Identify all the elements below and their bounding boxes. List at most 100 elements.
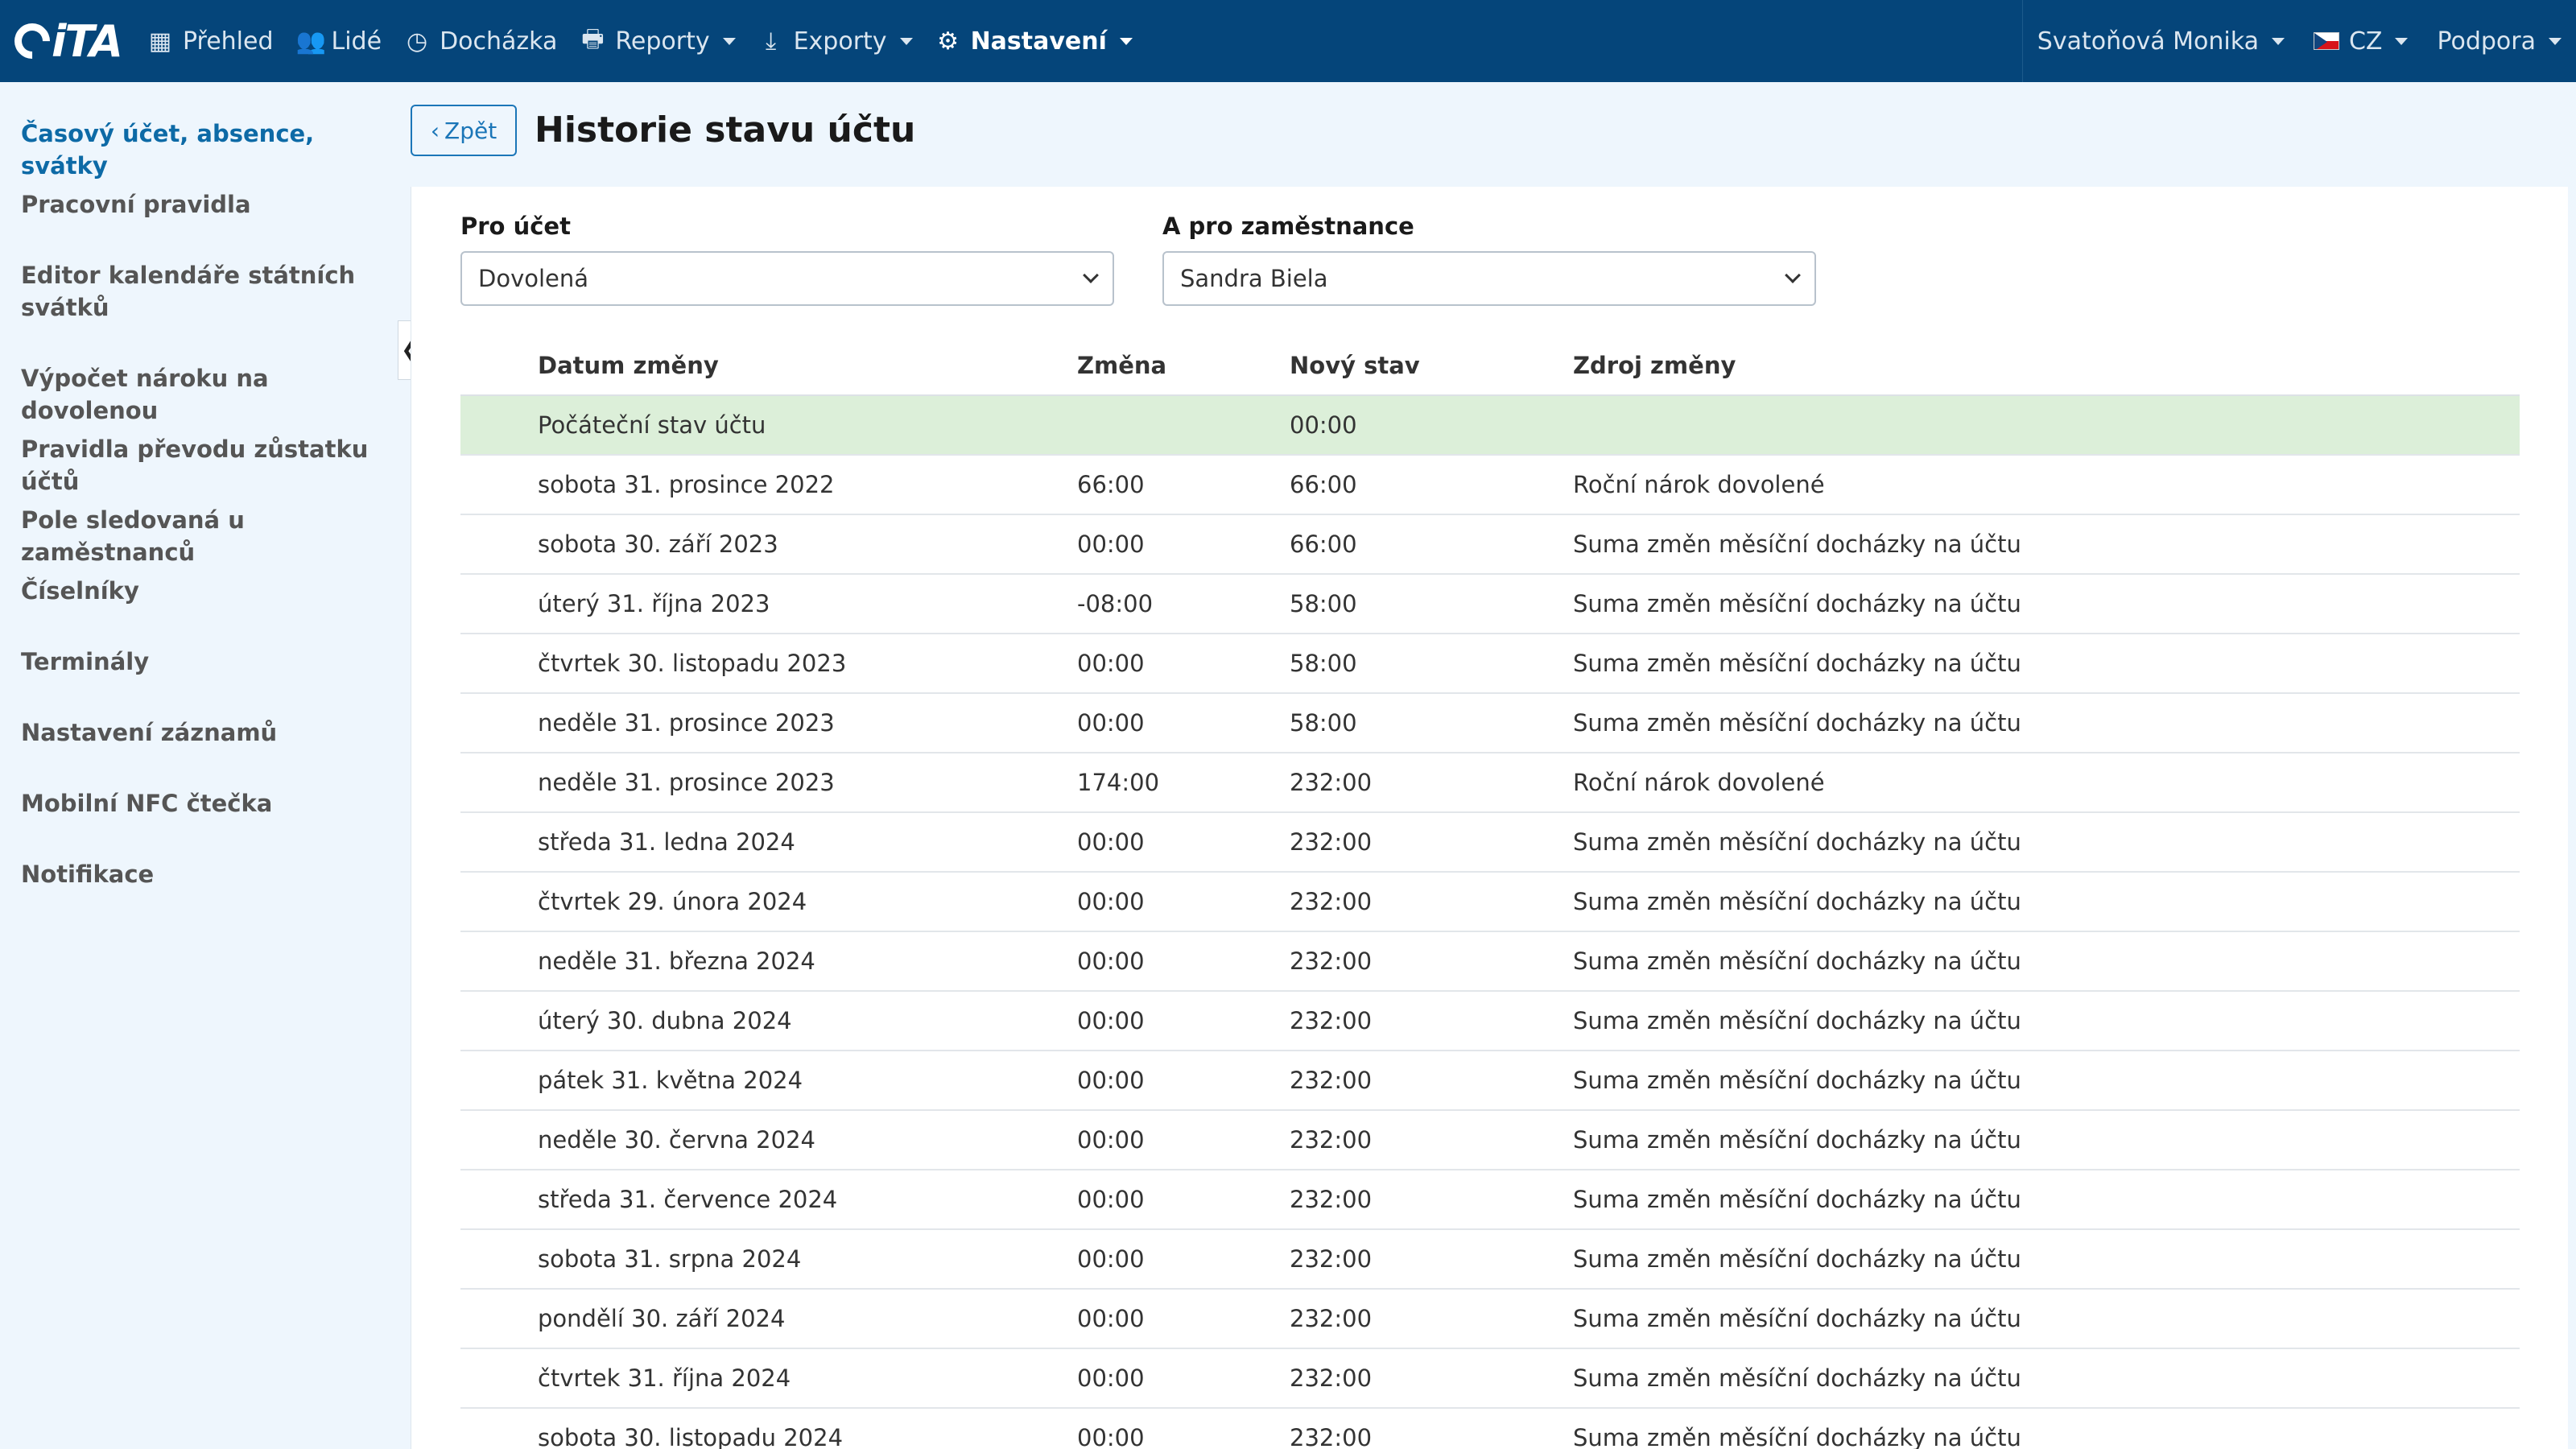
sidebar-item-nfc-reader[interactable]: Mobilní NFC čtečka bbox=[21, 790, 273, 817]
nav-dochazka[interactable]: ◷ Docházka bbox=[393, 0, 568, 82]
table-row: sobota 31. srpna 2024 00:00 232:00 Suma změ… bbox=[460, 1230, 2520, 1290]
cell-source: Suma změn měsíční docházky na účtu bbox=[1573, 590, 2021, 617]
sidebar-item-time-account[interactable]: Časový účet, absence, svátky bbox=[21, 120, 315, 180]
cell-new-state: 232:00 bbox=[1290, 1126, 1373, 1154]
table-row: středa 31. července 2024 00:00 232:00 Suma … bbox=[460, 1170, 2520, 1230]
cell-source: Suma změn měsíční docházky na účtu bbox=[1573, 1364, 2021, 1392]
cell-source: Suma změn měsíční docházky na účtu bbox=[1573, 1067, 2021, 1094]
back-button-label: Zpět bbox=[444, 117, 497, 144]
language-menu[interactable]: CZ bbox=[2299, 0, 2423, 82]
account-select[interactable]: Dovolená bbox=[460, 251, 1114, 306]
cell-new-state: 232:00 bbox=[1290, 1067, 1373, 1094]
cell-change: 00:00 bbox=[1077, 1245, 1145, 1273]
chevron-down-icon bbox=[1785, 267, 1801, 283]
cell-change: 00:00 bbox=[1077, 947, 1145, 975]
nav-reporty-label: Reporty bbox=[615, 27, 710, 56]
sidebar-item-notifications[interactable]: Notifikace bbox=[21, 861, 155, 888]
cell-date: čtvrtek 31. října 2024 bbox=[538, 1364, 791, 1392]
cell-new-state: 232:00 bbox=[1290, 1424, 1373, 1449]
cell-source: Suma změn měsíční docházky na účtu bbox=[1573, 709, 2021, 737]
cell-change: 66:00 bbox=[1077, 471, 1145, 498]
cell-date: úterý 31. října 2023 bbox=[538, 590, 770, 617]
sidebar-item-holiday-calendar[interactable]: Editor kalendáře státních svátků bbox=[21, 262, 356, 321]
cell-change: 00:00 bbox=[1077, 1126, 1145, 1154]
cell-source: Suma změn měsíční docházky na účtu bbox=[1573, 1007, 2021, 1034]
cell-new-state: 232:00 bbox=[1290, 1305, 1373, 1332]
gear-icon: ⚙ bbox=[937, 27, 960, 56]
cell-date: čtvrtek 30. listopadu 2023 bbox=[538, 650, 847, 677]
page-title: Historie stavu účtu bbox=[535, 109, 916, 151]
column-header-source[interactable]: Zdroj změny bbox=[1573, 352, 1736, 379]
sidebar-item-employee-fields[interactable]: Pole sledovaná u zaměstnanců bbox=[21, 506, 245, 566]
account-filter-label: Pro účet bbox=[460, 213, 571, 240]
cell-change: 00:00 bbox=[1077, 888, 1145, 915]
cell-new-state: 232:00 bbox=[1290, 769, 1373, 796]
grid-icon: ▦ bbox=[148, 27, 172, 56]
cell-date: sobota 30. září 2023 bbox=[538, 530, 778, 558]
cell-change: 00:00 bbox=[1077, 828, 1145, 856]
settings-sidebar: Časový účet, absence, svátky Pracovní pr… bbox=[0, 82, 407, 1449]
sidebar-item-record-settings[interactable]: Nastavení záznamů bbox=[21, 719, 278, 746]
nav-reporty[interactable]: 🖶 Reporty bbox=[568, 0, 746, 82]
chevron-down-icon bbox=[899, 37, 913, 45]
cell-date: neděle 31. prosince 2023 bbox=[538, 769, 835, 796]
cell-new-state: 232:00 bbox=[1290, 888, 1373, 915]
column-header-new-state[interactable]: Nový stav bbox=[1290, 352, 1420, 379]
table-row: neděle 31. března 2024 00:00 232:00 Suma zm… bbox=[460, 932, 2520, 992]
nav-nastaveni[interactable]: ⚙ Nastavení bbox=[924, 0, 1144, 82]
export-icon: ⤓ bbox=[765, 27, 777, 56]
chevron-down-icon bbox=[1083, 267, 1099, 283]
logo-text: iTA bbox=[52, 15, 123, 67]
app-logo[interactable]: iTA bbox=[6, 0, 123, 82]
cell-source: Suma změn měsíční docházky na účtu bbox=[1573, 1305, 2021, 1332]
sidebar-item-vacation-calc[interactable]: Výpočet nároku na dovolenou bbox=[21, 365, 269, 424]
language-label: CZ bbox=[2348, 27, 2383, 56]
cell-new-state: 58:00 bbox=[1290, 650, 1357, 677]
cell-new-state: 66:00 bbox=[1290, 471, 1357, 498]
clock-icon: ◷ bbox=[406, 27, 428, 56]
support-menu[interactable]: Podpora bbox=[2422, 0, 2576, 82]
user-menu[interactable]: Svatoňová Monika bbox=[2021, 0, 2299, 82]
sidebar-item-terminals[interactable]: Terminály bbox=[21, 648, 150, 675]
chevron-down-icon bbox=[2395, 37, 2409, 45]
sidebar-item-work-rules[interactable]: Pracovní pravidla bbox=[21, 191, 251, 218]
table-header: Datum změny Změna Nový stav Zdroj změny bbox=[460, 336, 2520, 396]
table-row: čtvrtek 30. listopadu 2023 00:00 58:00 Suma… bbox=[460, 634, 2520, 694]
cell-change: 00:00 bbox=[1077, 709, 1145, 737]
cell-source: Roční nárok dovolené bbox=[1573, 471, 1825, 498]
cell-source: Suma změn měsíční docházky na účtu bbox=[1573, 1245, 2021, 1273]
nav-exporty[interactable]: ⤓ Exporty bbox=[747, 0, 924, 82]
table-row: neděle 31. prosince 2023 00:00 58:00 Suma z… bbox=[460, 694, 2520, 753]
cell-source: Suma změn měsíční docházky na účtu bbox=[1573, 1424, 2021, 1449]
cell-change: 00:00 bbox=[1077, 1305, 1145, 1332]
cell-new-state: 232:00 bbox=[1290, 1186, 1373, 1213]
sidebar-item-balance-transfer[interactable]: Pravidla převodu zůstatku účtů bbox=[21, 436, 369, 495]
cell-date: sobota 30. listopadu 2024 bbox=[538, 1424, 844, 1449]
cell-new-state: 232:00 bbox=[1290, 1007, 1373, 1034]
back-button[interactable]: ‹ Zpět bbox=[411, 105, 517, 156]
column-header-change[interactable]: Změna bbox=[1077, 352, 1167, 379]
cell-date: úterý 30. dubna 2024 bbox=[538, 1007, 792, 1034]
account-history-table: Datum změny Změna Nový stav Zdroj změny … bbox=[460, 336, 2520, 1449]
cell-date: pondělí 30. září 2024 bbox=[538, 1305, 786, 1332]
logo-c-mark bbox=[6, 15, 58, 67]
employee-select[interactable]: Sandra Biela bbox=[1162, 251, 1816, 306]
users-icon: 👥 bbox=[295, 27, 326, 56]
user-name: Svatoňová Monika bbox=[2037, 27, 2259, 56]
cell-new-state: 232:00 bbox=[1290, 1245, 1373, 1273]
cell-date: pátek 31. května 2024 bbox=[538, 1067, 803, 1094]
nav-prehled[interactable]: ▦ Přehled bbox=[136, 0, 285, 82]
cell-source: Suma změn měsíční docházky na účtu bbox=[1573, 828, 2021, 856]
sidebar-item-codebooks[interactable]: Číselníky bbox=[21, 577, 139, 605]
chevron-down-icon bbox=[1119, 37, 1133, 45]
nav-lide[interactable]: 👥 Lidé bbox=[285, 0, 394, 82]
column-header-date[interactable]: Datum změny bbox=[538, 352, 719, 379]
employee-select-value: Sandra Biela bbox=[1180, 265, 1328, 292]
cell-change: 00:00 bbox=[1077, 530, 1145, 558]
cell-source: Suma změn měsíční docházky na účtu bbox=[1573, 530, 2021, 558]
cell-source: Roční nárok dovolené bbox=[1573, 769, 1825, 796]
nav-exporty-label: Exporty bbox=[793, 27, 887, 56]
chevron-left-icon: ‹ bbox=[430, 117, 440, 144]
cell-change: 00:00 bbox=[1077, 1186, 1145, 1213]
cell-change: 00:00 bbox=[1077, 1424, 1145, 1449]
